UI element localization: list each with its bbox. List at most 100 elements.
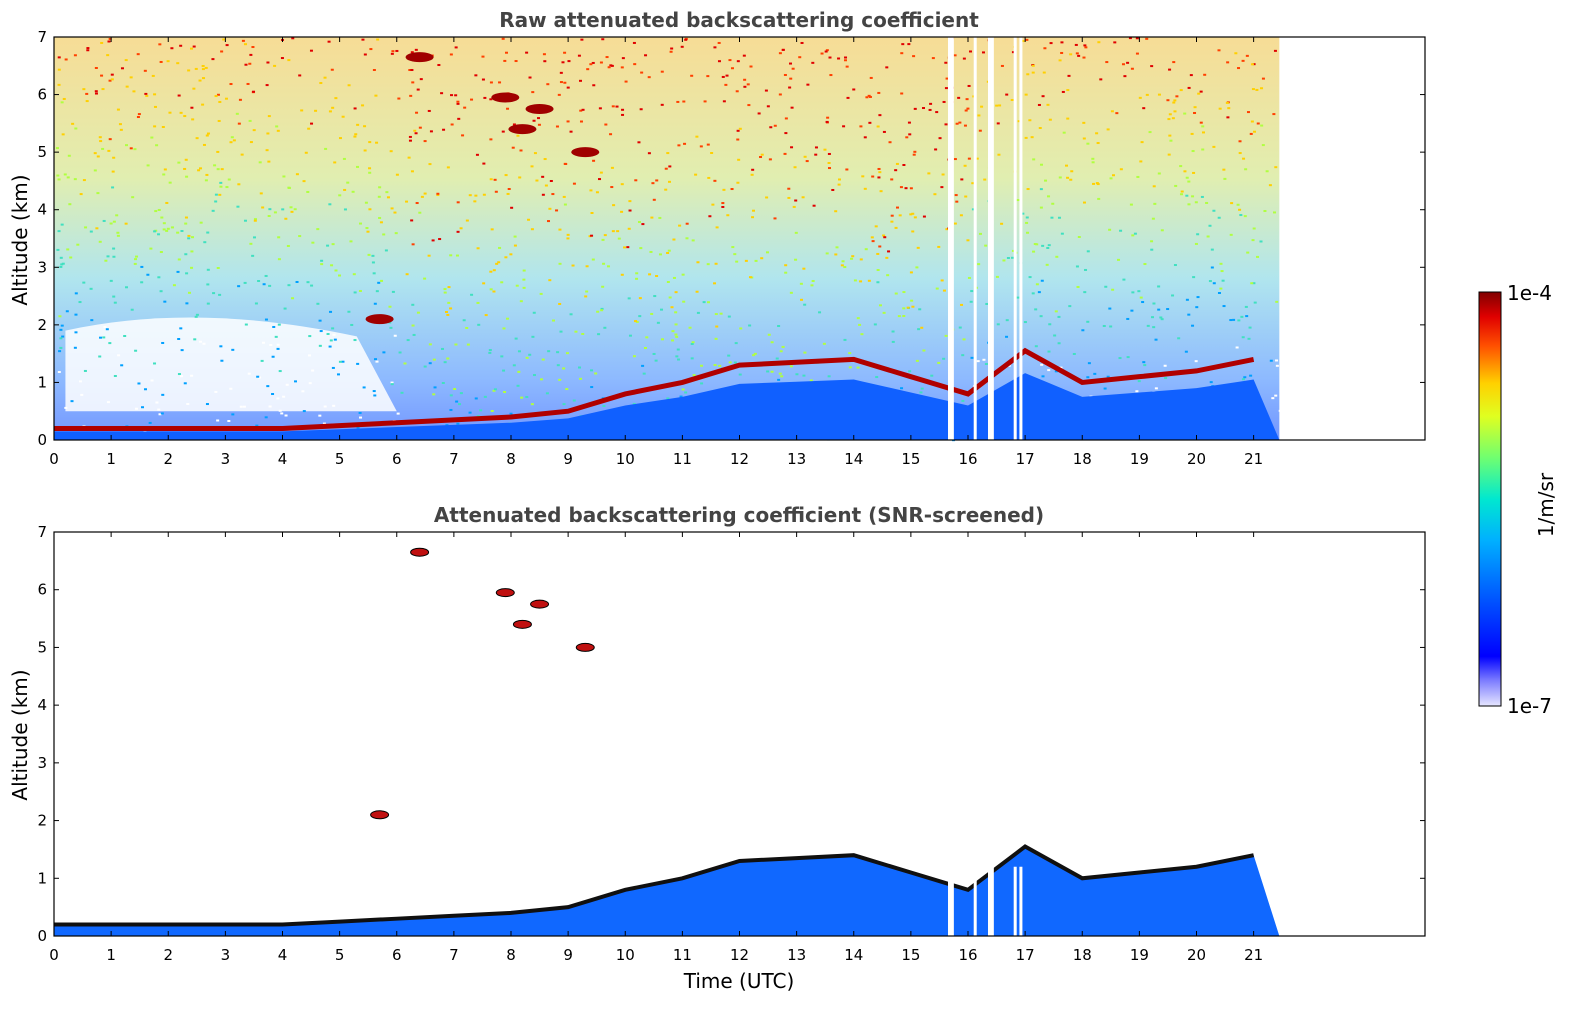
noise-pixel (784, 132, 788, 135)
dropout-gap (973, 37, 977, 440)
noise-pixel (579, 109, 583, 112)
noise-pixel (123, 334, 127, 337)
noise-pixel (497, 261, 501, 264)
noise-pixel (202, 342, 206, 345)
x-tick-label: 17 (1016, 946, 1035, 964)
noise-pixel (1253, 130, 1257, 133)
noise-pixel (843, 338, 847, 341)
noise-pixel (713, 364, 717, 367)
noise-pixel (1260, 87, 1264, 90)
noise-pixel (635, 320, 639, 323)
noise-pixel (728, 361, 732, 364)
noise-pixel (735, 90, 739, 93)
noise-pixel (353, 291, 357, 294)
noise-pixel (1191, 324, 1195, 327)
noise-pixel (177, 161, 181, 164)
noise-pixel (161, 125, 165, 128)
noise-pixel (562, 367, 566, 370)
noise-pixel (788, 86, 792, 89)
noise-pixel (1225, 101, 1229, 104)
x-tick-label: 20 (1187, 450, 1206, 468)
noise-pixel (938, 137, 942, 140)
noise-pixel (306, 190, 310, 193)
noise-pixel (180, 230, 184, 233)
snr-screened-panel: Attenuated backscattering coefficient (S… (8, 503, 1426, 993)
noise-pixel (760, 257, 764, 260)
noise-pixel (107, 40, 111, 43)
noise-pixel (675, 355, 679, 358)
noise-pixel (592, 84, 596, 87)
noise-pixel (187, 234, 191, 237)
noise-pixel (1241, 378, 1245, 381)
noise-pixel (146, 273, 150, 276)
noise-pixel (1131, 234, 1135, 237)
noise-pixel (1229, 319, 1233, 322)
noise-pixel (1157, 172, 1161, 175)
dropout-gap (990, 866, 994, 936)
noise-pixel (685, 222, 689, 225)
noise-pixel (922, 107, 926, 110)
noise-pixel (1076, 285, 1080, 288)
noise-pixel (287, 186, 291, 189)
noise-pixel (110, 78, 114, 81)
noise-pixel (346, 181, 350, 184)
noise-pixel (883, 236, 887, 239)
noise-pixel (942, 289, 946, 292)
noise-pixel (336, 373, 340, 376)
noise-pixel (937, 245, 941, 248)
noise-pixel (1059, 366, 1063, 369)
noise-pixel (604, 123, 608, 126)
noise-pixel (1222, 168, 1226, 171)
noise-pixel (1157, 285, 1161, 288)
noise-pixel (57, 371, 61, 374)
noise-pixel (359, 222, 363, 225)
noise-pixel (546, 83, 550, 86)
noise-pixel (551, 193, 555, 196)
noise-pixel (159, 60, 163, 63)
noise-pixel (416, 88, 420, 91)
noise-pixel (1185, 194, 1189, 197)
noise-pixel (106, 255, 110, 258)
noise-pixel (309, 49, 313, 52)
noise-pixel (995, 104, 999, 107)
noise-pixel (160, 412, 164, 415)
noise-pixel (353, 135, 357, 138)
noise-pixel (566, 86, 570, 89)
noise-pixel (898, 214, 902, 217)
noise-pixel (911, 305, 915, 308)
noise-pixel (1106, 128, 1110, 131)
noise-pixel (214, 193, 218, 196)
noise-pixel (964, 195, 968, 198)
noise-pixel (530, 403, 534, 406)
noise-pixel (190, 266, 194, 269)
noise-pixel (905, 136, 909, 139)
noise-pixel (1205, 201, 1209, 204)
noise-pixel (219, 185, 223, 188)
noise-pixel (998, 104, 1002, 107)
noise-pixel (713, 282, 717, 285)
noise-pixel (736, 60, 740, 63)
noise-pixel (984, 244, 988, 247)
boundary-layer-band (54, 846, 1280, 936)
noise-pixel (66, 176, 70, 179)
noise-pixel (684, 38, 688, 41)
noise-pixel (488, 351, 492, 354)
noise-pixel (856, 366, 860, 369)
noise-pixel (1084, 268, 1088, 271)
y-tick-label: 3 (37, 754, 47, 772)
noise-pixel (895, 206, 899, 209)
noise-pixel (1246, 111, 1250, 114)
noise-pixel (1060, 41, 1064, 44)
noise-pixel (474, 397, 478, 400)
noise-pixel (1026, 231, 1030, 234)
noise-pixel (1039, 163, 1043, 166)
noise-pixel (318, 319, 322, 322)
noise-pixel (268, 405, 272, 408)
noise-pixel (635, 277, 639, 280)
noise-pixel (621, 108, 625, 111)
noise-pixel (674, 291, 678, 294)
noise-pixel (784, 117, 788, 120)
noise-pixel (612, 204, 616, 207)
noise-pixel (1140, 141, 1144, 144)
noise-pixel (878, 245, 882, 248)
